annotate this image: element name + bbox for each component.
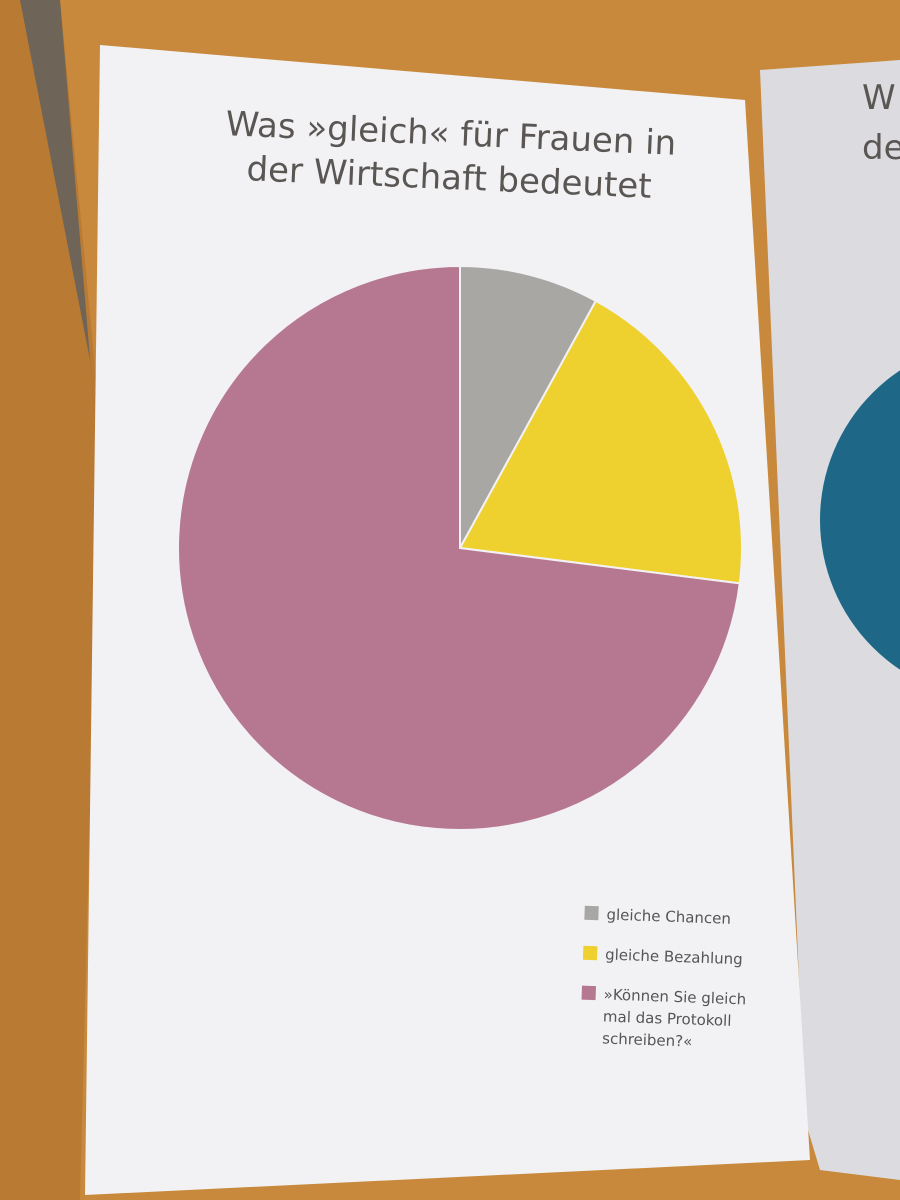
legend-swatch (584, 905, 599, 921)
wood-gap (20, 0, 96, 430)
right-page-circle (820, 370, 900, 670)
legend-label: gleiche Chancen (606, 905, 732, 928)
pie-slice (177, 264, 741, 831)
right-page (760, 60, 900, 1180)
wood-plank (0, 0, 100, 1200)
legend: gleiche Chancen gleiche Bezahlung »Können … (579, 903, 775, 1074)
legend-item: »Können Sie gleich mal das Protokoll sch… (580, 983, 772, 1056)
legend-swatch (581, 985, 597, 1001)
right-page-text: W (862, 78, 896, 118)
legend-label: gleiche Bezahlung (604, 945, 743, 969)
pie (177, 264, 743, 831)
pie-slice (458, 299, 743, 585)
legend-swatch (582, 945, 598, 961)
right-page-text: de (862, 128, 900, 168)
legend-label: »Können Sie gleich mal das Protokoll sch… (601, 985, 747, 1051)
pie-slice (459, 264, 598, 549)
legend-item: gleiche Bezahlung (582, 943, 774, 972)
